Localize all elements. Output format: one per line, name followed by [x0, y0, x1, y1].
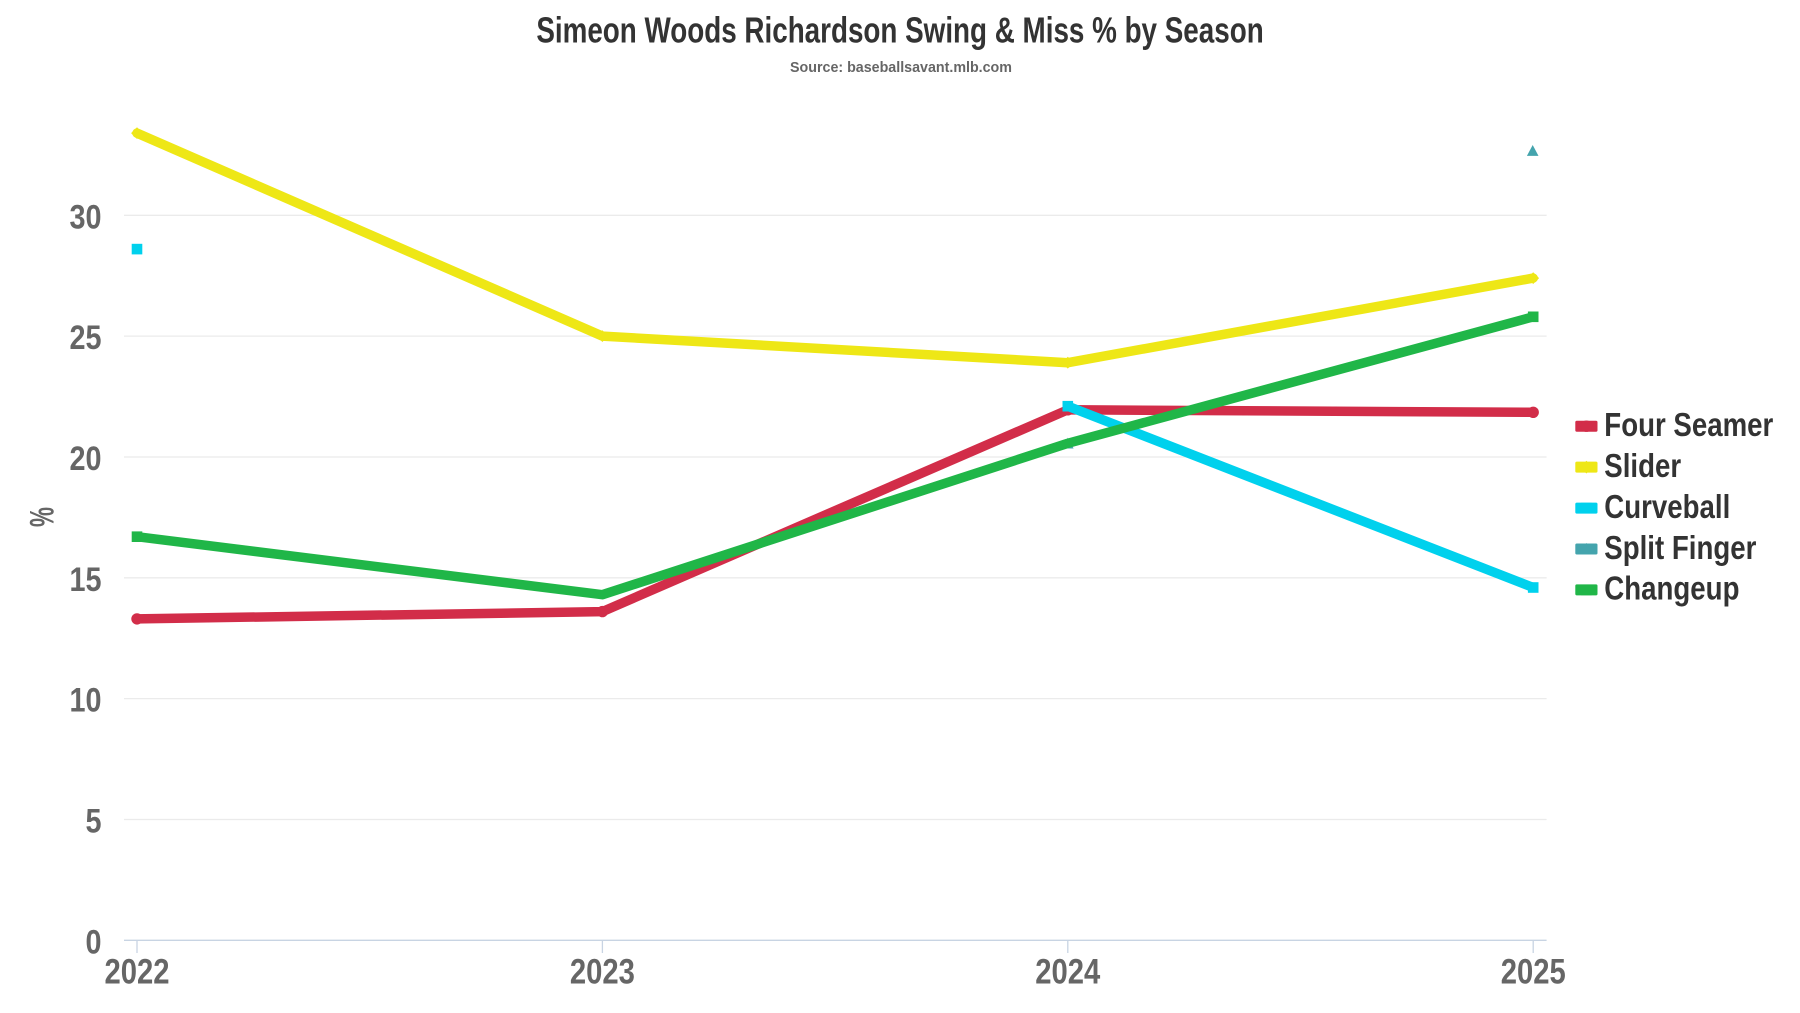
svg-text:2022: 2022	[104, 952, 169, 991]
svg-text:25: 25	[70, 318, 102, 357]
svg-text:2024: 2024	[1035, 952, 1100, 991]
svg-text:Split Finger: Split Finger	[1604, 530, 1756, 567]
svg-text:10: 10	[70, 680, 102, 719]
svg-text:15: 15	[70, 559, 102, 598]
svg-text:Changeup: Changeup	[1604, 570, 1739, 607]
svg-text:0: 0	[86, 922, 102, 961]
svg-text:Source: baseballsavant.mlb.com: Source: baseballsavant.mlb.com	[790, 60, 1012, 76]
svg-text:20: 20	[70, 439, 102, 478]
svg-text:Simeon Woods Richardson Swing: Simeon Woods Richardson Swing & Miss % b…	[536, 10, 1263, 50]
svg-text:2025: 2025	[1501, 952, 1566, 991]
svg-text:Slider: Slider	[1604, 448, 1681, 485]
svg-text:Curveball: Curveball	[1604, 489, 1730, 526]
svg-text:Four Seamer: Four Seamer	[1604, 407, 1773, 444]
svg-text:5: 5	[86, 801, 102, 840]
svg-text:30: 30	[70, 197, 102, 236]
svg-text:%: %	[24, 507, 62, 527]
svg-text:2023: 2023	[570, 952, 635, 991]
